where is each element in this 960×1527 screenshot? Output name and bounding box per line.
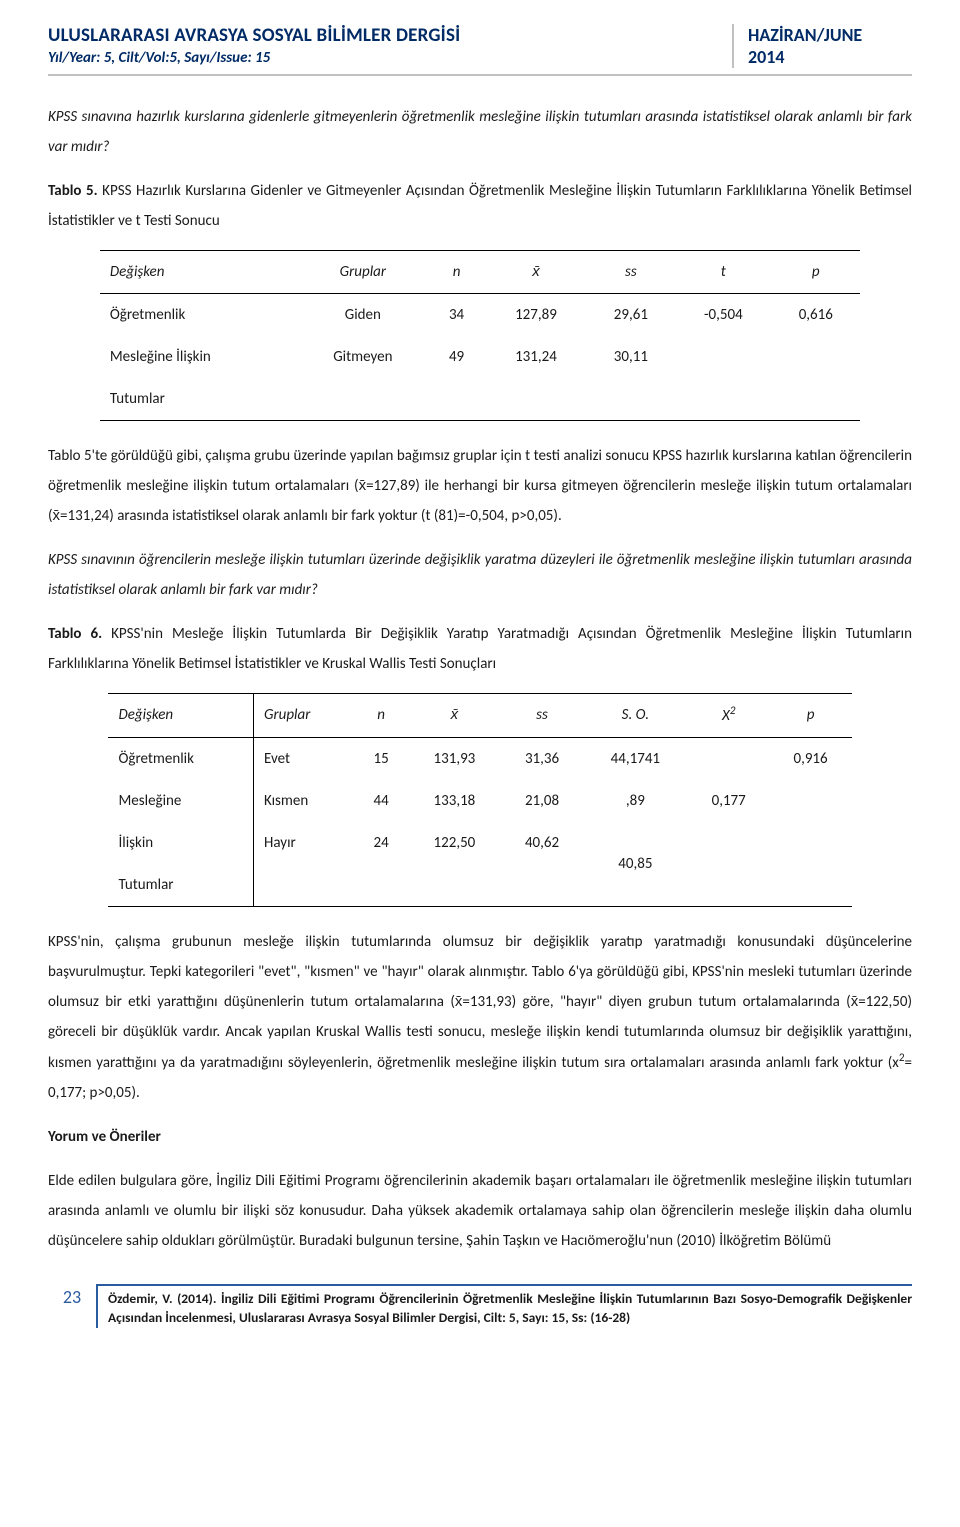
table5-caption: Tablo 5. KPSS Hazırlık Kurslarına Gidenl… bbox=[48, 176, 912, 236]
t5-r2c3: 131,24 bbox=[485, 336, 586, 378]
t5-h1: Gruplar bbox=[298, 251, 428, 294]
table5-label: Tablo 5. bbox=[48, 182, 98, 200]
issue-year: 2014 bbox=[748, 46, 912, 68]
t6-r3c4: 40,62 bbox=[501, 822, 583, 864]
t5-h4: ss bbox=[587, 251, 676, 294]
t6-row4: Tutumlar bbox=[108, 864, 851, 907]
page-header: ULUSLARARASI AVRASYA SOSYAL BİLİMLER DER… bbox=[48, 24, 912, 76]
t5-rowlabel-0: Öğretmenlik bbox=[100, 294, 298, 337]
t5-r1c4: 29,61 bbox=[587, 294, 676, 337]
table5-caption-text: KPSS Hazırlık Kurslarına Gidenler ve Git… bbox=[48, 182, 912, 230]
table6-caption: Tablo 6. KPSS'nin Mesleğe İlişkin Tutuml… bbox=[48, 619, 912, 679]
t6-r3c3: 122,50 bbox=[408, 822, 501, 864]
t5-h2: n bbox=[428, 251, 486, 294]
t6-r2c4: 21,08 bbox=[501, 780, 583, 822]
t5-r2c5 bbox=[675, 336, 771, 378]
t5-h3: x̄ bbox=[485, 251, 586, 294]
t6-r2c5: ,89 bbox=[583, 780, 688, 822]
t5-row2: Mesleğine İlişkin Gitmeyen 49 131,24 30,… bbox=[100, 336, 860, 378]
t6-row2: Mesleğine Kısmen 44 133,18 21,08 ,89 0,1… bbox=[108, 780, 851, 822]
table6-label: Tablo 6. bbox=[48, 625, 102, 643]
t6-r1c4: 31,36 bbox=[501, 738, 583, 781]
table5: Değişken Gruplar n x̄ ss t p Öğretmenlik… bbox=[100, 250, 860, 421]
t6-h1: Gruplar bbox=[254, 694, 355, 738]
table6-caption-text: KPSS'nin Mesleğe İlişkin Tutumlarda Bir … bbox=[48, 625, 912, 673]
t5-r1c2: 34 bbox=[428, 294, 486, 337]
t6-r3c5: 40,85 bbox=[583, 822, 688, 907]
t6-r2c3: 133,18 bbox=[408, 780, 501, 822]
table6: Değişken Gruplar n x̄ ss S. O. X2 p Öğre… bbox=[108, 693, 851, 907]
t5-rowlabel-2: Tutumlar bbox=[100, 378, 298, 421]
t5-rowlabel-1: Mesleğine İlişkin bbox=[100, 336, 298, 378]
paragraph-rq2: KPSS sınavının öğrencilerin mesleğe iliş… bbox=[48, 545, 912, 605]
t6-r1c3: 131,93 bbox=[408, 738, 501, 781]
t6-r1c2: 15 bbox=[355, 738, 408, 781]
footer-citation: Özdemir, V. (2014). İngiliz Dili Eğitimi… bbox=[96, 1284, 912, 1328]
t6-h7: p bbox=[770, 694, 852, 738]
t6-r1c5: 44,1741 bbox=[583, 738, 688, 781]
t6-h4: ss bbox=[501, 694, 583, 738]
t6-r1c1: Evet bbox=[254, 738, 355, 781]
header-right: HAZİRAN/JUNE 2014 bbox=[732, 24, 912, 68]
t6-rowlabel-3: Tutumlar bbox=[108, 864, 253, 907]
t5-r1c6: 0,616 bbox=[771, 294, 860, 337]
journal-volume-line: Yıl/Year: 5, Cilt/Vol:5, Sayı/Issue: 15 bbox=[48, 49, 732, 67]
t6-r1c6 bbox=[688, 738, 770, 781]
t5-r2c1: Gitmeyen bbox=[298, 336, 428, 378]
issue-month: HAZİRAN/JUNE bbox=[748, 24, 912, 46]
t6-h6: X2 bbox=[688, 694, 770, 738]
t6-r1c7: 0,916 bbox=[770, 738, 852, 781]
t5-r1c5: -0,504 bbox=[675, 294, 771, 337]
t6-h3: x̄ bbox=[408, 694, 501, 738]
t5-r1c1: Giden bbox=[298, 294, 428, 337]
table6-head-row: Değişken Gruplar n x̄ ss S. O. X2 p bbox=[108, 694, 851, 738]
t5-h0: Değişken bbox=[100, 251, 298, 294]
t6-rowlabel-0: Öğretmenlik bbox=[108, 738, 253, 781]
t6-h5: S. O. bbox=[583, 694, 688, 738]
paragraph-t5-discussion: Tablo 5'te görüldüğü gibi, çalışma grubu… bbox=[48, 441, 912, 531]
t5-r1c3: 127,89 bbox=[485, 294, 586, 337]
t6-r2c7 bbox=[770, 780, 852, 822]
t6-rowlabel-1: Mesleğine bbox=[108, 780, 253, 822]
paragraph-conclusion: Elde edilen bulgulara göre, İngiliz Dili… bbox=[48, 1166, 912, 1256]
t5-r2c6 bbox=[771, 336, 860, 378]
t6-r2c2: 44 bbox=[355, 780, 408, 822]
table5-head-row: Değişken Gruplar n x̄ ss t p bbox=[100, 251, 860, 294]
para4-p1: KPSS'nin, çalışma grubunun mesleğe ilişk… bbox=[48, 933, 912, 1072]
t6-r3c6 bbox=[688, 822, 770, 864]
t5-row1: Öğretmenlik Giden 34 127,89 29,61 -0,504… bbox=[100, 294, 860, 337]
t6-h6-sup: 2 bbox=[730, 704, 736, 718]
page-footer: 23 Özdemir, V. (2014). İngiliz Dili Eğit… bbox=[48, 1284, 912, 1328]
t6-rowlabel-2: İlişkin bbox=[108, 822, 253, 864]
t5-r2c2: 49 bbox=[428, 336, 486, 378]
body: KPSS sınavına hazırlık kurslarına gidenl… bbox=[48, 102, 912, 1256]
t6-h0: Değişken bbox=[108, 694, 253, 738]
t6-r3c7 bbox=[770, 822, 852, 864]
t6-r3c2: 24 bbox=[355, 822, 408, 864]
t6-r2c1: Kısmen bbox=[254, 780, 355, 822]
page-number: 23 bbox=[48, 1284, 96, 1308]
journal-title: ULUSLARARASI AVRASYA SOSYAL BİLİMLER DER… bbox=[48, 24, 732, 47]
t5-r2c4: 30,11 bbox=[587, 336, 676, 378]
t6-row1: Öğretmenlik Evet 15 131,93 31,36 44,1741… bbox=[108, 738, 851, 781]
header-left: ULUSLARARASI AVRASYA SOSYAL BİLİMLER DER… bbox=[48, 24, 732, 68]
t6-h2: n bbox=[355, 694, 408, 738]
t6-r2c6: 0,177 bbox=[688, 780, 770, 822]
section-heading: Yorum ve Öneriler bbox=[48, 1122, 912, 1152]
t5-row3: Tutumlar bbox=[100, 378, 860, 421]
t6-r3c1: Hayır bbox=[254, 822, 355, 864]
t5-h6: p bbox=[771, 251, 860, 294]
paragraph-rq1: KPSS sınavına hazırlık kurslarına gidenl… bbox=[48, 102, 912, 162]
page: ULUSLARARASI AVRASYA SOSYAL BİLİMLER DER… bbox=[0, 0, 960, 1338]
t5-h5: t bbox=[675, 251, 771, 294]
t6-row3: İlişkin Hayır 24 122,50 40,62 40,85 bbox=[108, 822, 851, 864]
paragraph-t6-discussion: KPSS'nin, çalışma grubunun mesleğe ilişk… bbox=[48, 927, 912, 1108]
